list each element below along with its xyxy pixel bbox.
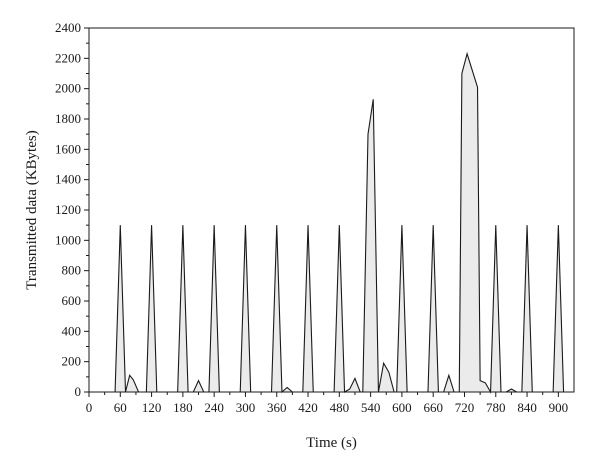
y-tick-label: 1000 [55, 232, 81, 247]
x-tick-label: 120 [142, 400, 162, 415]
x-tick-label: 0 [86, 400, 93, 415]
x-tick-label: 360 [267, 400, 287, 415]
x-tick-label: 300 [236, 400, 256, 415]
y-axis-label: Transmitted data (KBytes) [24, 130, 40, 289]
y-tick-label: 0 [75, 384, 82, 399]
x-tick-label: 420 [298, 400, 318, 415]
x-tick-label: 840 [517, 400, 537, 415]
x-tick-label: 900 [549, 400, 569, 415]
y-axis: 0 200 400 600 800 1000 1200 1400 1600 1800 2000 220… [55, 20, 89, 399]
y-tick-label: 2000 [55, 81, 81, 96]
x-tick-label: 720 [455, 400, 475, 415]
x-axis-label: Time (s) [306, 435, 357, 451]
series-area [115, 53, 564, 393]
x-tick-label: 540 [361, 400, 381, 415]
y-tick-label: 2400 [55, 20, 81, 35]
y-tick-label: 800 [62, 263, 82, 278]
plot-frame [88, 27, 575, 393]
series-layer [114, 51, 565, 394]
y-tick-label: 2200 [55, 50, 81, 65]
x-tick-label: 600 [392, 400, 412, 415]
y-tick-label: 1200 [55, 202, 81, 217]
x-tick-label: 60 [114, 400, 127, 415]
x-tick-label: 240 [204, 400, 224, 415]
x-tick-label: 180 [173, 400, 193, 415]
y-tick-label: 600 [62, 293, 82, 308]
y-tick-label: 1800 [55, 111, 81, 126]
x-tick-label: 780 [486, 400, 506, 415]
x-tick-label: 660 [423, 400, 443, 415]
x-axis: 0 60 120 180 240 300 360 420 480 540 600 660 720 780 8… [86, 392, 568, 415]
y-tick-label: 200 [62, 354, 82, 369]
y-tick-label: 400 [62, 323, 82, 338]
y-tick-label: 1400 [55, 172, 81, 187]
y-tick-label: 1600 [55, 141, 81, 156]
x-tick-label: 480 [330, 400, 350, 415]
